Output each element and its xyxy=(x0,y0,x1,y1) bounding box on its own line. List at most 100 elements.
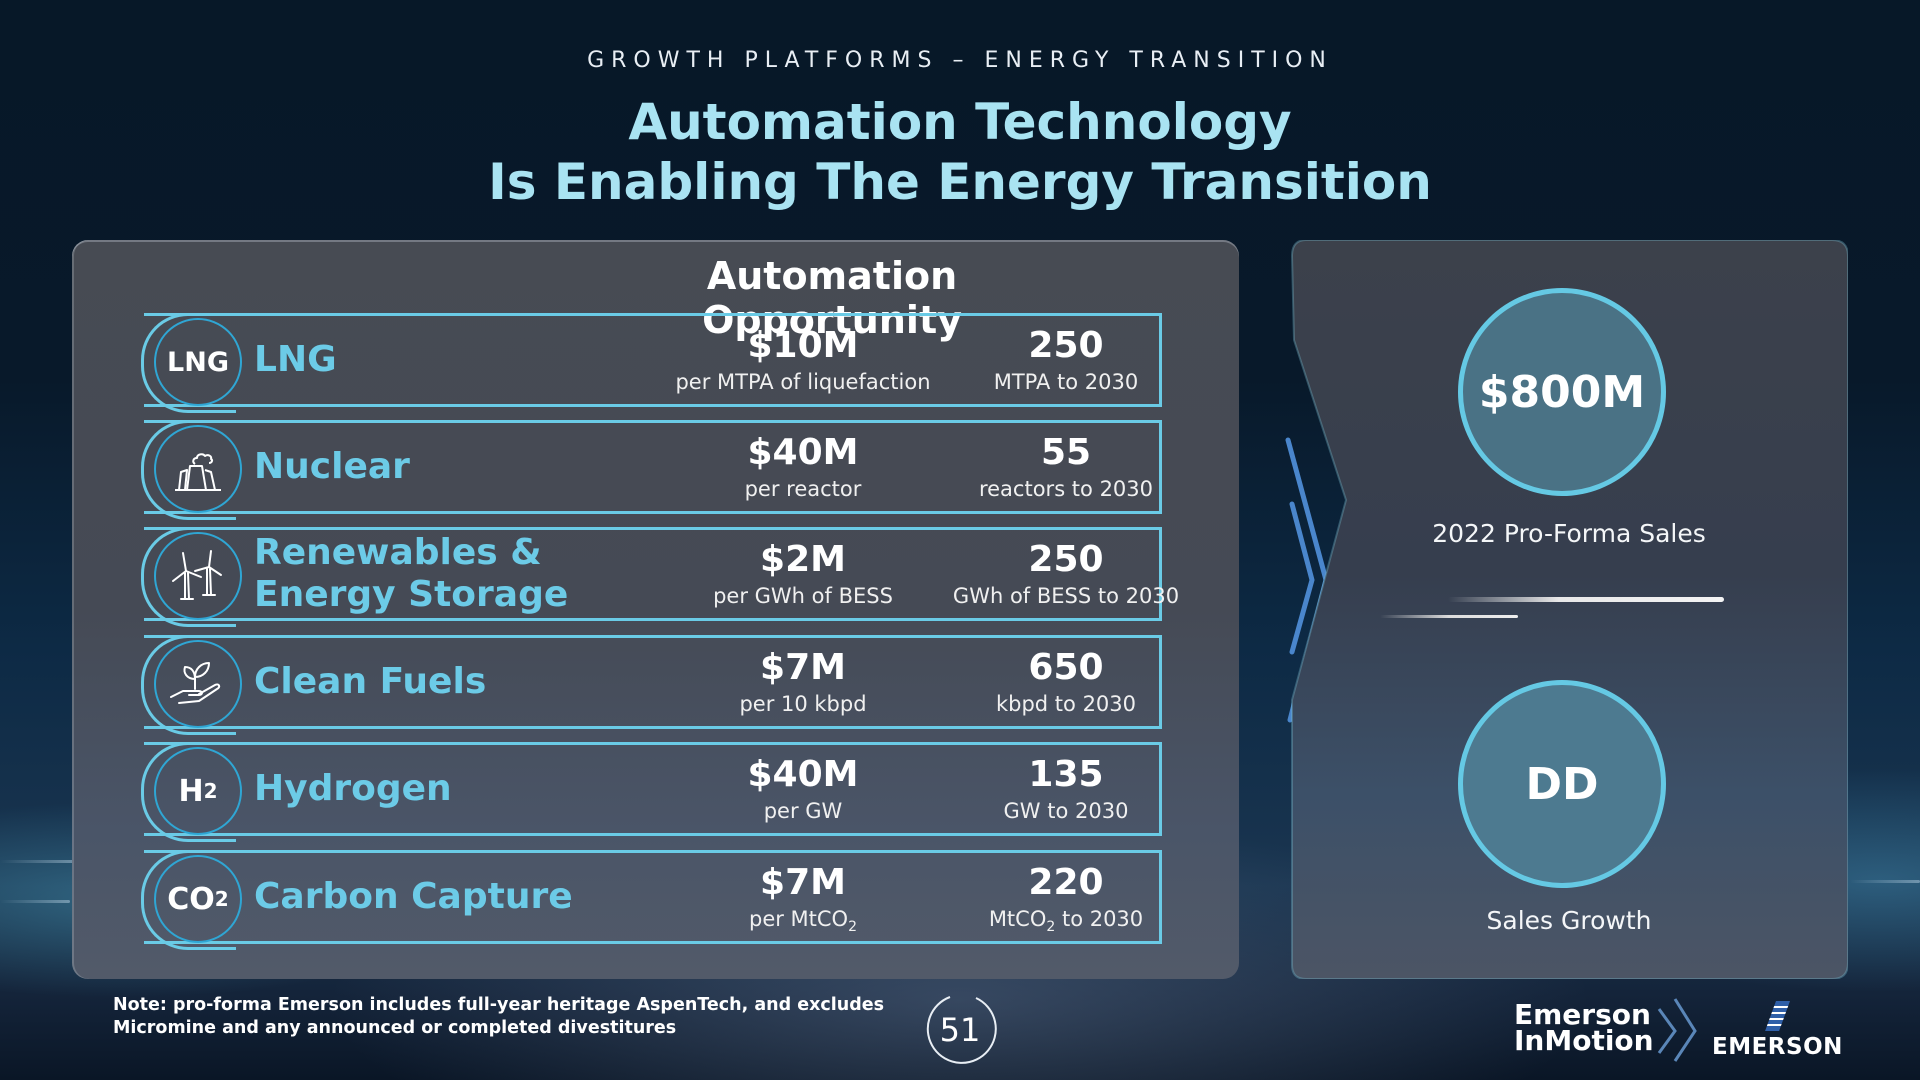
volume-value: 55 xyxy=(1040,432,1092,473)
volume-forecast: 250 GWh of BESS to 2030 xyxy=(916,538,1216,610)
growth-value: DD xyxy=(1525,758,1599,810)
icon-text: H xyxy=(178,773,204,809)
plant-in-hand-icon xyxy=(154,640,242,728)
volume-value: 220 xyxy=(1028,862,1104,903)
volume-forecast: 250 MTPA to 2030 xyxy=(916,324,1216,396)
sales-value: $800M xyxy=(1478,366,1646,418)
volume-forecast: 220 MtCO2 to 2030 xyxy=(916,861,1216,941)
opportunity-row-clean-fuels: Clean Fuels $7M per 10 kbpd 650 kbpd to … xyxy=(141,635,1162,735)
per-unit-value: $7M xyxy=(760,862,846,903)
opportunity-row-nuclear: Nuclear $40M per reactor 55 reactors to … xyxy=(141,420,1162,520)
per-unit-value: $2M xyxy=(760,539,846,580)
row-name: Hydrogen xyxy=(254,768,452,809)
volume-forecast: 55 reactors to 2030 xyxy=(916,431,1216,503)
row-cap xyxy=(141,742,236,842)
per-unit-label: per GWh of BESS xyxy=(713,584,893,608)
page-number: 51 xyxy=(920,990,1000,1070)
volume-value: 250 xyxy=(1028,325,1104,366)
row-cap xyxy=(141,527,236,627)
label-main: MtCO xyxy=(988,907,1047,931)
emerson-logo-text: EMERSON xyxy=(1712,1034,1843,1060)
volume-label: kbpd to 2030 xyxy=(995,692,1137,716)
row-name: Carbon Capture xyxy=(254,876,573,917)
per-unit-opportunity: $40M per reactor xyxy=(653,431,953,503)
page-title: Automation Technology Is Enabling The En… xyxy=(0,92,1920,212)
row-cap xyxy=(141,635,236,735)
divider-line xyxy=(1448,597,1724,602)
panel-heading: Automation Opportunity xyxy=(702,254,962,342)
per-unit-opportunity: $7M per MtCO2 xyxy=(653,861,953,941)
volume-label: MTPA to 2030 xyxy=(993,370,1139,394)
volume-value: 250 xyxy=(1028,539,1104,580)
page-number-ring xyxy=(926,996,997,1064)
volume-label: reactors to 2030 xyxy=(978,477,1154,501)
divider-line xyxy=(1380,615,1518,618)
icon-subscript: 2 xyxy=(214,887,229,911)
emerson-inmotion-brand: Emerson InMotion xyxy=(1514,998,1654,1057)
icon-text: LNG xyxy=(167,346,229,378)
sales-value-circle: $800M xyxy=(1458,288,1666,496)
per-unit-opportunity: $2M per GWh of BESS xyxy=(653,538,953,610)
row-cap xyxy=(141,850,236,950)
opportunity-row-lng: LNG LNG $10M per MTPA of liquefaction 25… xyxy=(141,313,1162,413)
page-number-text: 51 xyxy=(939,1011,981,1049)
growth-label: Sales Growth xyxy=(1486,906,1652,935)
per-unit-opportunity: $40M per GW xyxy=(653,753,953,825)
label-main: per MtCO xyxy=(748,907,849,931)
volume-label: MtCO2 to 2030 xyxy=(916,905,1216,941)
opportunity-row-renewables: Renewables & Energy Storage $2M per GWh … xyxy=(141,527,1179,627)
title-line-1: Automation Technology xyxy=(628,93,1292,151)
wind-turbine-icon xyxy=(154,532,242,620)
brand-line-2: InMotion xyxy=(1514,1024,1654,1057)
volume-value: 650 xyxy=(1028,647,1104,688)
per-unit-label: per reactor xyxy=(744,477,862,501)
volume-forecast: 650 kbpd to 2030 xyxy=(916,646,1216,718)
volume-value: 135 xyxy=(1028,754,1104,795)
row-name-line-2: Energy Storage xyxy=(254,574,569,615)
per-unit-label: per 10 kbpd xyxy=(739,692,867,716)
row-cap xyxy=(141,420,236,520)
row-name-line-1: Renewables & xyxy=(254,532,542,573)
per-unit-opportunity: $7M per 10 kbpd xyxy=(653,646,953,718)
light-streak xyxy=(1850,880,1920,883)
double-chevron-icon xyxy=(1657,998,1697,1062)
summary-panel: $800M 2022 Pro-Forma Sales DD Sales Grow… xyxy=(1290,240,1848,979)
label-subscript: 2 xyxy=(848,919,858,936)
per-unit-value: $40M xyxy=(747,432,859,473)
light-streak xyxy=(0,860,90,863)
automation-opportunity-panel: Automation Opportunity LNG LNG $10M per … xyxy=(72,240,1239,979)
light-streak xyxy=(0,900,70,903)
footnote-line-1: Note: pro-forma Emerson includes full-ye… xyxy=(113,995,885,1015)
icon-text: CO xyxy=(167,881,215,917)
label-tail: to 2030 xyxy=(1055,907,1144,931)
growth-value-circle: DD xyxy=(1458,680,1666,888)
per-unit-value: $7M xyxy=(760,647,846,688)
nuclear-plant-icon xyxy=(154,425,242,513)
footnote-line-2: Micromine and any announced or completed… xyxy=(113,1018,677,1038)
icon-subscript: 2 xyxy=(203,779,218,803)
row-name: LNG xyxy=(254,339,337,380)
section-subtitle: GROWTH PLATFORMS – ENERGY TRANSITION xyxy=(587,48,1333,73)
volume-forecast: 135 GW to 2030 xyxy=(916,753,1216,825)
lng-text-icon: LNG xyxy=(154,318,242,406)
label-subscript: 2 xyxy=(1046,919,1056,936)
per-unit-value: $10M xyxy=(747,325,859,366)
co2-text-icon: CO 2 xyxy=(154,855,242,943)
row-name: Nuclear xyxy=(254,446,410,487)
per-unit-label: per MTPA of liquefaction xyxy=(675,370,931,394)
emerson-logo-icon xyxy=(1765,1001,1790,1031)
row-name: Clean Fuels xyxy=(254,661,487,702)
title-line-2: Is Enabling The Energy Transition xyxy=(488,153,1432,211)
per-unit-value: $40M xyxy=(747,754,859,795)
opportunity-row-carbon-capture: CO 2 Carbon Capture $7M per MtCO2 220 MtC… xyxy=(141,850,1162,950)
per-unit-label: per GW xyxy=(763,799,843,823)
row-name: Renewables & Energy Storage xyxy=(254,530,568,618)
row-cap xyxy=(141,313,236,413)
per-unit-label: per MtCO2 xyxy=(653,905,953,941)
brand-line-1: Emerson xyxy=(1514,998,1651,1031)
volume-label: GW to 2030 xyxy=(1003,799,1129,823)
sales-label: 2022 Pro-Forma Sales xyxy=(1432,519,1706,548)
volume-label: GWh of BESS to 2030 xyxy=(952,584,1180,608)
